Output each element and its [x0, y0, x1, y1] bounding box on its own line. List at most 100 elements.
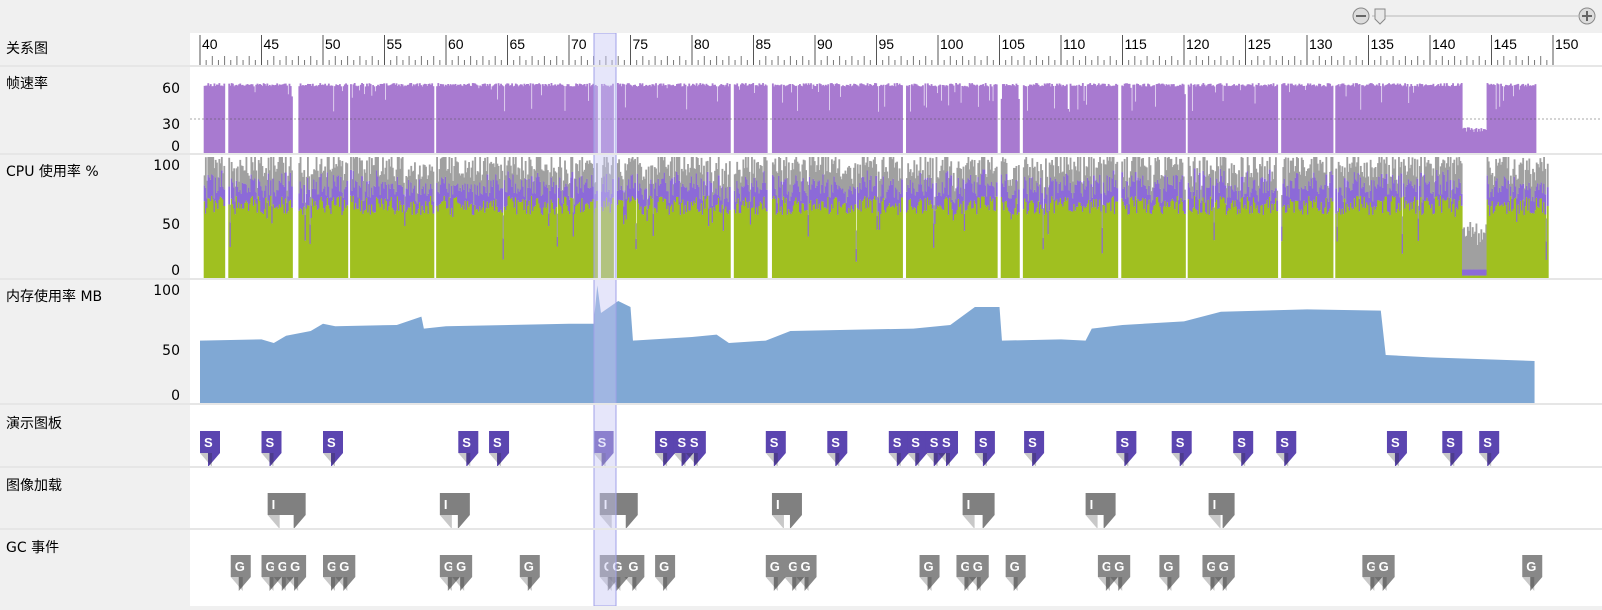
cpu-user-bar	[838, 201, 841, 278]
cpu-user-bar	[819, 210, 822, 278]
cpu-other-bar	[811, 157, 814, 185]
ruler-label: 125	[1248, 36, 1272, 52]
cpu-user-bar	[346, 205, 349, 278]
framerate-bar	[607, 85, 609, 153]
cpu-user-bar	[866, 197, 869, 278]
cpu-other-bar	[725, 163, 728, 188]
framerate-bar	[212, 86, 215, 153]
cpu-other-bar	[1163, 176, 1165, 189]
framerate-bar	[304, 85, 307, 153]
cpu-other-bar	[354, 157, 357, 181]
cpu-other-bar	[757, 161, 760, 188]
cpu-other-bar	[1063, 157, 1066, 177]
cpu-other-bar	[1105, 164, 1108, 196]
cpu-layout-bar	[1482, 269, 1485, 276]
cpu-layout-bar	[628, 179, 630, 198]
cpu-other-bar	[1074, 166, 1077, 185]
cpu-user-bar	[1482, 275, 1485, 278]
cpu-layout-bar	[1348, 188, 1351, 211]
cpu-user-bar	[430, 195, 432, 278]
cpu-user-bar	[1198, 199, 1201, 278]
cpu-other-bar	[1368, 185, 1371, 198]
cpu-other-bar	[1259, 164, 1261, 189]
cpu-layout-bar	[1062, 190, 1065, 207]
cpu-user-bar	[1303, 200, 1306, 278]
cpu-other-bar	[1308, 168, 1311, 182]
cpu-other-bar	[313, 169, 315, 180]
cpu-user-bar	[1245, 209, 1248, 278]
cpu-user-bar	[299, 208, 302, 278]
zoom-in-icon[interactable]	[1578, 7, 1596, 25]
cpu-other-bar	[827, 157, 830, 180]
cpu-other-bar	[679, 182, 682, 203]
framerate-bar	[796, 110, 799, 153]
cpu-other-bar	[1538, 167, 1541, 191]
lane-label-framerate: 帧速率	[6, 76, 48, 92]
selection-range[interactable]	[593, 33, 617, 606]
cpu-layout-bar	[728, 186, 731, 211]
framerate-bar	[815, 86, 817, 153]
svg-text:G: G	[456, 559, 466, 574]
zoom-thumb[interactable]	[1374, 8, 1386, 25]
cpu-user-bar	[846, 213, 849, 278]
framerate-bar	[222, 86, 224, 153]
cpu-user-bar	[1270, 213, 1272, 278]
framerate-bar	[1252, 86, 1255, 153]
framerate-bar	[1240, 84, 1243, 153]
framerate-bar	[447, 84, 450, 153]
cpu-layout-bar	[1136, 200, 1138, 214]
cpu-other-bar	[1207, 175, 1210, 188]
cpu-other-bar	[326, 157, 329, 173]
cpu-user-bar	[255, 203, 258, 278]
framerate-bar	[495, 83, 498, 153]
cpu-layout-bar	[352, 170, 355, 196]
framerate-bar	[1282, 83, 1285, 153]
cpu-user-bar	[1305, 203, 1308, 278]
zoom-slider[interactable]	[1350, 4, 1598, 28]
cpu-layout-bar	[252, 180, 255, 206]
cpu-layout-bar	[1206, 187, 1208, 214]
cpu-layout-bar	[1351, 189, 1354, 208]
framerate-bar	[203, 85, 206, 153]
cpu-layout-bar	[1153, 187, 1156, 206]
framerate-bar	[266, 83, 269, 153]
framerate-bar	[747, 85, 750, 153]
cpu-other-bar	[1475, 223, 1478, 270]
framerate-bar	[1163, 84, 1165, 153]
cpu-other-bar	[1112, 157, 1115, 171]
cpu-other-bar	[701, 174, 704, 201]
cpu-user-bar	[935, 209, 938, 278]
cpu-user-bar	[1428, 205, 1431, 278]
zoom-out-icon[interactable]	[1352, 7, 1370, 25]
cpu-layout-bar	[1522, 183, 1525, 200]
cpu-user-bar	[447, 208, 450, 278]
framerate-bar	[877, 111, 880, 153]
cpu-other-bar	[1294, 166, 1297, 178]
framerate-bar	[457, 84, 459, 153]
cpu-layout-bar	[923, 195, 926, 211]
framerate-bar	[1161, 83, 1164, 153]
timeline-plot[interactable]: 40 45 50 55 60 65 70 75 80 85 90 95 100 105 110 115 120 1…	[190, 33, 1602, 606]
cpu-other-bar	[374, 157, 377, 187]
cpu-layout-bar	[1431, 193, 1434, 205]
cpu-other-bar	[753, 159, 756, 178]
cpu-user-bar	[1320, 202, 1323, 278]
cpu-layout-bar	[316, 194, 319, 210]
cpu-other-bar	[1015, 166, 1018, 181]
cpu-user-bar	[465, 209, 468, 278]
cpu-user-bar	[1502, 206, 1505, 278]
cpu-user-bar	[557, 198, 560, 278]
cpu-other-bar	[404, 196, 407, 212]
cpu-layout-bar	[1476, 269, 1479, 276]
framerate-bar	[710, 85, 713, 153]
cpu-layout-bar	[671, 178, 673, 205]
cpu-layout-bar	[876, 215, 879, 230]
framerate-bar	[551, 85, 554, 153]
cpu-user-bar	[1213, 240, 1216, 278]
framerate-bar	[1197, 84, 1200, 153]
framerate-bar	[1364, 85, 1367, 153]
cpu-user-bar	[332, 197, 335, 278]
framerate-bar	[929, 85, 932, 153]
cpu-layout-bar	[1148, 185, 1151, 200]
time-ruler[interactable]: 40 45 50 55 60 65 70 75 80 85 90 95 100 105 110 115 120 1…	[190, 33, 1602, 65]
